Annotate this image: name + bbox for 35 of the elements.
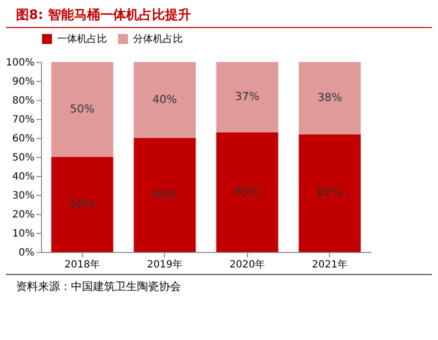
y-tick-label: 70%: [12, 114, 34, 126]
legend-label: 一体机占比: [57, 33, 107, 45]
y-tick-label: 10%: [12, 228, 34, 240]
x-tick-label: 2020年: [230, 258, 265, 270]
y-tick-label: 50%: [12, 152, 34, 164]
data-label: 50%: [70, 102, 94, 116]
bar: [298, 62, 361, 134]
x-tick-label: 2021年: [312, 258, 348, 270]
data-label: 40%: [152, 93, 177, 106]
bar: [51, 62, 114, 157]
y-tick-label: 0%: [18, 248, 34, 258]
data-label: 38%: [318, 91, 342, 104]
legend-label: 分体机占比: [133, 33, 183, 45]
bar: [216, 62, 278, 132]
x-tick-label: 2019年: [147, 258, 182, 270]
bar: [51, 157, 114, 252]
y-tick-label: 90%: [12, 76, 34, 88]
y-tick-label: 20%: [12, 210, 34, 220]
bar: [134, 62, 196, 138]
chart-title: 图8: 智能马桶一体机占比提升: [6, 0, 432, 28]
y-tick-label: 30%: [12, 190, 34, 202]
bar: [298, 134, 361, 252]
bar: [134, 138, 196, 252]
y-tick-label: 60%: [12, 134, 34, 144]
data-label: 60%: [152, 188, 177, 201]
text: 资料来源：中国建筑卫生陶瓷协会: [6, 274, 432, 298]
data-label: 50%: [70, 198, 94, 210]
y-tick-label: 100%: [6, 58, 34, 68]
data-label: 37%: [235, 90, 260, 104]
y-tick-label: 80%: [12, 96, 34, 106]
x-tick-label: 2018年: [64, 258, 100, 270]
data-label: 62%: [318, 186, 342, 200]
data-label: 63%: [235, 185, 260, 198]
bar: [216, 132, 278, 252]
y-tick-label: 40%: [12, 172, 34, 182]
